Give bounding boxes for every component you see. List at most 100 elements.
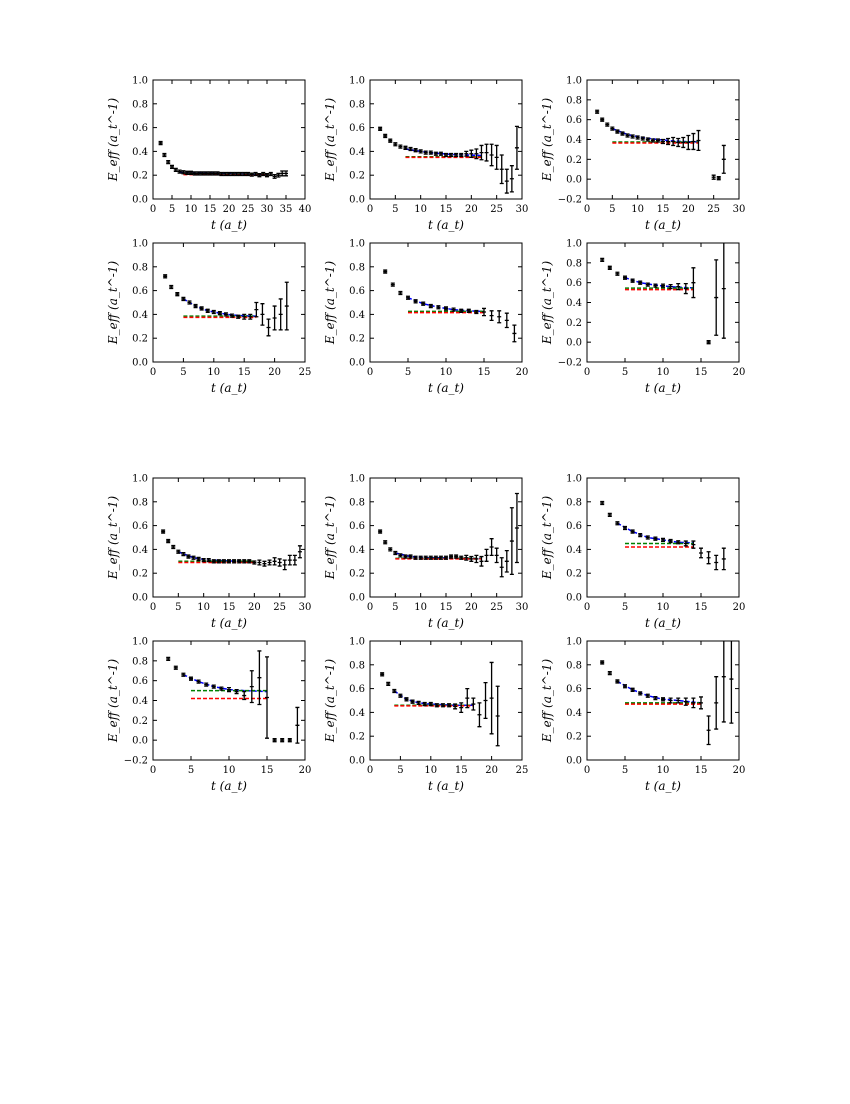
- error-bar: [454, 554, 459, 559]
- error-bar: [413, 148, 418, 153]
- error-bar: [615, 679, 620, 684]
- error-bar: [666, 137, 671, 146]
- y-tick-label: 0.4: [349, 147, 365, 158]
- error-bar: [423, 150, 428, 155]
- error-bar: [242, 559, 247, 564]
- error-bar: [699, 696, 703, 710]
- x-axis-label: t (a_t): [428, 616, 464, 630]
- x-tick-label: 30: [516, 204, 529, 215]
- y-tick-label: 1.0: [566, 637, 582, 648]
- error-bar: [489, 143, 494, 167]
- error-bar: [390, 282, 395, 287]
- panel: 0 5 10 15 20 25 30 0.0 0.2 0.4 0.6 0.8 1.0 t (a_t) E_e…: [323, 76, 528, 233]
- error-bar: [171, 544, 176, 550]
- error-bar: [661, 537, 665, 543]
- x-tick-label: 20: [248, 602, 261, 613]
- x-axis-label: t (a_t): [428, 381, 464, 395]
- error-bar: [257, 173, 262, 178]
- x-tick-label: 0: [367, 367, 373, 378]
- x-tick-label: 25: [273, 602, 286, 613]
- error-bar: [512, 324, 517, 343]
- error-bar: [444, 555, 448, 560]
- plot-area: [378, 125, 519, 194]
- x-axis-label: t (a_t): [645, 218, 681, 232]
- y-tick-label: 0.8: [566, 497, 582, 508]
- error-bar: [378, 126, 383, 131]
- plot-area: [600, 641, 734, 746]
- error-bar: [280, 738, 285, 743]
- x-tick-label: 20: [682, 204, 695, 215]
- y-tick-label: 0.4: [349, 310, 365, 321]
- y-tick-label: 0.8: [132, 656, 148, 667]
- error-bar: [721, 243, 726, 339]
- error-bar: [668, 284, 673, 290]
- x-axis-label: t (a_t): [428, 779, 464, 793]
- error-bar: [638, 532, 643, 538]
- x-tick-label: 5: [397, 765, 403, 776]
- fit-line: [612, 127, 699, 143]
- error-bar: [166, 159, 171, 165]
- x-tick-label: 0: [150, 204, 156, 215]
- error-bar: [479, 555, 484, 567]
- y-axis-label: E_eff (a_t^-1): [323, 659, 337, 744]
- x-tick-label: 10: [223, 765, 236, 776]
- error-bar: [676, 283, 681, 291]
- error-bar: [630, 687, 635, 692]
- error-bar: [625, 133, 630, 138]
- error-bar: [173, 167, 178, 172]
- error-bar: [459, 702, 464, 714]
- y-tick-label: 0.8: [349, 660, 365, 671]
- error-bar: [479, 144, 484, 161]
- error-bar: [408, 554, 413, 559]
- x-tick-label: 20: [299, 765, 312, 776]
- y-tick-label: 0.2: [566, 569, 582, 580]
- error-bar: [249, 670, 254, 704]
- error-bar: [615, 129, 620, 134]
- y-tick-label: 0.4: [566, 708, 582, 719]
- error-bar: [706, 551, 711, 565]
- error-bar: [635, 135, 640, 140]
- error-bar: [272, 173, 277, 179]
- error-bar: [398, 290, 403, 296]
- error-bar: [284, 281, 289, 331]
- x-tick-label: 30: [299, 602, 312, 613]
- error-bar: [465, 687, 470, 709]
- error-bar: [191, 555, 196, 560]
- y-tick-label: 0.2: [349, 171, 365, 182]
- error-bar: [272, 738, 277, 743]
- y-tick-label: 0.4: [132, 310, 148, 321]
- error-bar: [466, 308, 471, 313]
- error-bar: [514, 492, 519, 564]
- y-tick-label: 1.0: [132, 474, 148, 485]
- x-tick-label: 5: [609, 204, 615, 215]
- x-tick-label: 20: [733, 765, 746, 776]
- error-bar: [653, 283, 658, 288]
- error-bar: [638, 691, 643, 696]
- x-tick-label: 15: [455, 765, 468, 776]
- error-bar: [181, 552, 186, 557]
- error-bar: [297, 545, 302, 559]
- error-bar: [504, 312, 509, 329]
- error-bar: [272, 557, 277, 566]
- error-bar: [676, 540, 681, 545]
- error-bar: [416, 700, 421, 706]
- error-bar: [292, 554, 297, 566]
- y-tick-label: 0.6: [566, 278, 582, 289]
- error-bar: [464, 554, 469, 561]
- x-tick-label: 15: [238, 367, 251, 378]
- x-tick-label: 5: [392, 204, 398, 215]
- y-axis-label: E_eff (a_t^-1): [540, 98, 554, 183]
- plot-area: [595, 109, 726, 181]
- error-bar: [600, 257, 605, 263]
- x-tick-label: 0: [584, 367, 590, 378]
- y-tick-label: 0.8: [132, 262, 148, 273]
- error-bar: [671, 136, 676, 147]
- error-bar: [192, 171, 197, 176]
- error-bar: [175, 292, 180, 297]
- error-bar: [287, 738, 292, 743]
- error-bar: [216, 559, 221, 564]
- axes-frame: [369, 242, 523, 363]
- axes-frame: [152, 477, 306, 598]
- error-bar: [422, 701, 427, 707]
